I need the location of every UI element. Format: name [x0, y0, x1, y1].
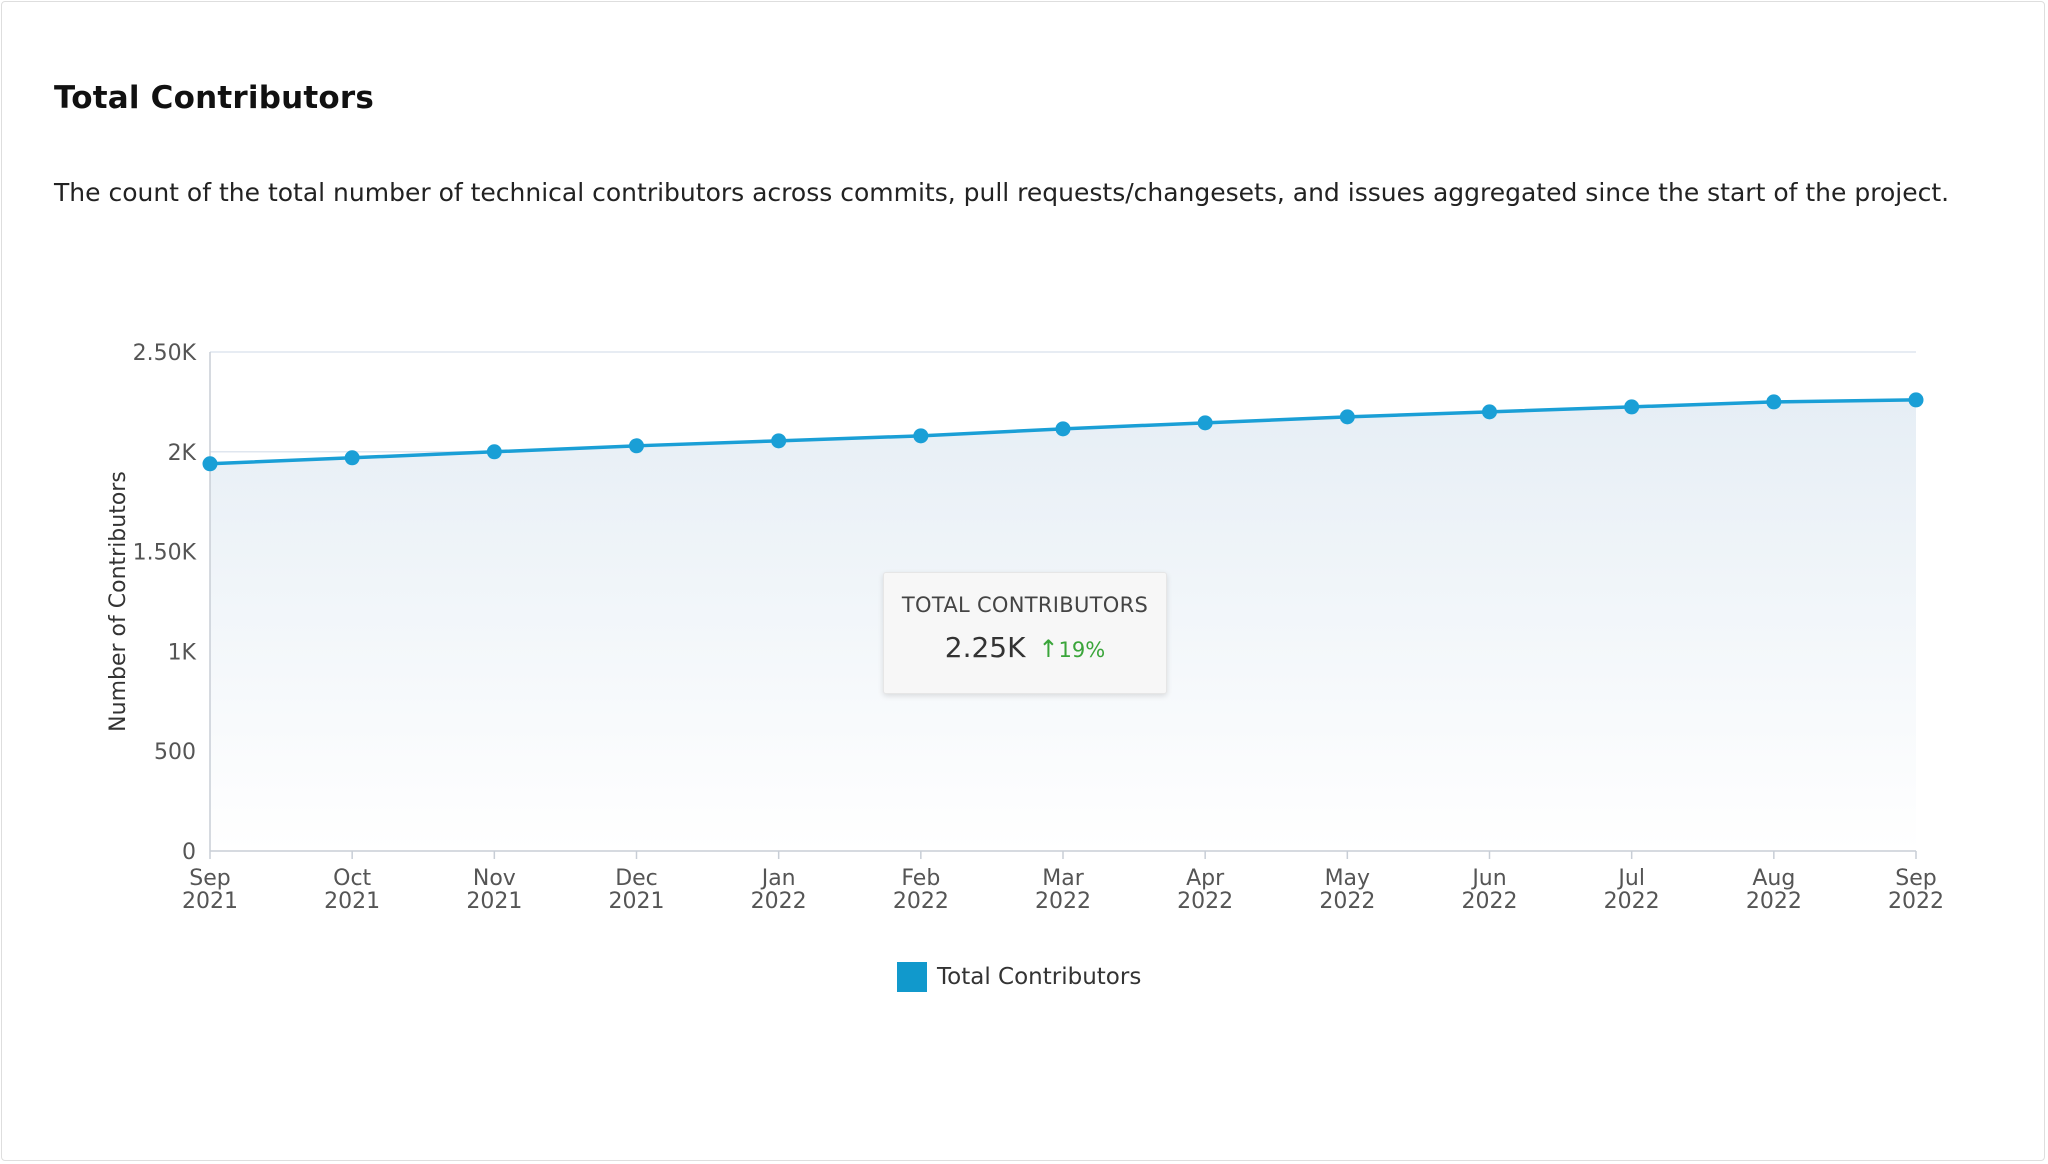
x-tick-month: Feb	[901, 866, 940, 891]
tooltip-change: 19%	[1058, 638, 1106, 662]
x-tick-label: Jul 2022	[1604, 866, 1660, 914]
x-tick-year: 2022	[751, 889, 807, 914]
legend-swatch	[897, 962, 927, 992]
x-tick-label: Aug 2022	[1746, 866, 1802, 914]
x-tick-month: Jul	[1616, 866, 1645, 891]
x-tick-year: 2022	[1177, 889, 1233, 914]
data-point	[1766, 394, 1782, 410]
x-tick-month: Jun	[1470, 866, 1506, 891]
x-tick-month: May	[1325, 866, 1370, 891]
data-point	[1055, 421, 1071, 437]
x-tick-label: Apr 2022	[1177, 866, 1233, 914]
x-tick-year: 2022	[1746, 889, 1802, 914]
x-tick-month: Dec	[615, 866, 658, 891]
y-tick-label: 500	[154, 740, 196, 765]
x-tick-month: Oct	[333, 866, 371, 891]
data-point	[202, 456, 218, 472]
x-tick-year: 2021	[466, 889, 522, 914]
chart-tooltip: TOTAL CONTRIBUTORS 2.25K ↑19%	[883, 572, 1167, 694]
y-axis-title: Number of Contributors	[106, 471, 131, 732]
y-tick-label: 2.50K	[133, 341, 197, 366]
x-tick-year: 2022	[1888, 889, 1944, 914]
x-tick-month: Nov	[473, 866, 516, 891]
data-point	[344, 450, 360, 466]
data-point	[913, 428, 929, 444]
series-points	[202, 392, 1924, 472]
data-point	[1482, 404, 1497, 420]
legend-label: Total Contributors	[937, 964, 1142, 990]
x-tick-month: Aug	[1752, 866, 1795, 891]
x-tick-month: Sep	[1895, 866, 1936, 891]
card-description: The count of the total number of technic…	[54, 178, 1950, 207]
axes	[209, 352, 1917, 859]
y-tick-label: 2K	[168, 441, 197, 466]
x-tick-year: 2021	[324, 889, 380, 914]
x-tick-label: Jan 2022	[751, 866, 807, 914]
tooltip-title: TOTAL CONTRIBUTORS	[901, 593, 1149, 617]
y-tick-label: 1K	[168, 640, 197, 665]
x-tick-year: 2022	[1035, 889, 1091, 914]
x-tick-month: Apr	[1186, 866, 1225, 891]
x-tick-month: Jan	[760, 866, 796, 891]
y-tick-label: 1.50K	[133, 541, 197, 566]
data-point	[1908, 392, 1924, 408]
x-tick-label: Sep 2022	[1888, 866, 1944, 914]
y-tick-label: 0	[182, 840, 196, 865]
y-tick-labels: 0 500 1K 1.50K 2K 2.50K	[133, 341, 197, 865]
x-tick-year: 2022	[893, 889, 949, 914]
x-tick-month: Mar	[1042, 866, 1084, 891]
data-point	[486, 444, 502, 460]
arrow-up-icon: ↑	[1038, 635, 1059, 663]
x-tick-label: Dec 2021	[609, 866, 665, 914]
x-tick-year: 2022	[1319, 889, 1375, 914]
data-point	[1197, 415, 1213, 431]
x-tick-label: Sep 2021	[182, 866, 238, 914]
x-tick-label: Jun 2022	[1462, 866, 1518, 914]
x-tick-year: 2021	[609, 889, 665, 914]
x-tick-year: 2022	[1604, 889, 1660, 914]
x-tick-label: Oct 2021	[324, 866, 380, 914]
x-tick-year: 2022	[1462, 889, 1518, 914]
data-point	[771, 433, 787, 449]
data-point	[1624, 399, 1640, 415]
x-tick-label: Nov 2021	[466, 866, 522, 914]
x-tick-year: 2021	[182, 889, 238, 914]
card-title: Total Contributors	[54, 80, 375, 116]
x-tick-month: Sep	[189, 866, 230, 891]
data-point	[1339, 409, 1355, 425]
x-tick-label: Mar 2022	[1035, 866, 1091, 914]
tooltip-value-row: 2.25K ↑19%	[884, 631, 1166, 664]
x-tick-label: Feb 2022	[893, 866, 949, 914]
x-tick-label: May 2022	[1319, 866, 1375, 914]
data-point	[629, 438, 644, 454]
chart-legend[interactable]: Total Contributors	[897, 962, 1141, 992]
tooltip-value: 2.25K	[944, 631, 1026, 664]
